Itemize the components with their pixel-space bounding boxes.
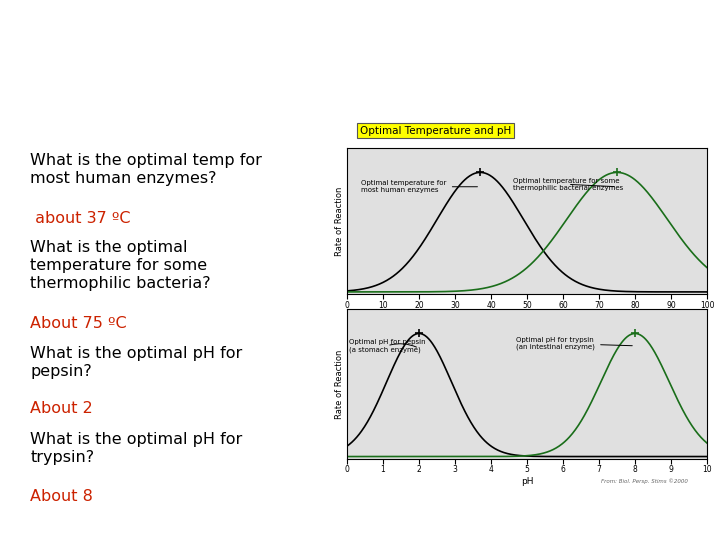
X-axis label: pH: pH bbox=[521, 477, 534, 486]
Text: What is the optimal temp for
most human enzymes?: What is the optimal temp for most human … bbox=[30, 153, 262, 186]
Text: about 37 ºC: about 37 ºC bbox=[30, 211, 131, 226]
Text: What is the optimal pH for
pepsin?: What is the optimal pH for pepsin? bbox=[30, 346, 243, 379]
Text: About 2: About 2 bbox=[30, 401, 93, 416]
Text: Optimal pH for trypsin
(an intestinal enzyme): Optimal pH for trypsin (an intestinal en… bbox=[516, 336, 632, 350]
Y-axis label: Rate of Reaction: Rate of Reaction bbox=[336, 187, 344, 256]
Y-axis label: Rate of Reaction: Rate of Reaction bbox=[336, 349, 344, 418]
Text: Optimal pH for pepsin
(a stomach enzyme): Optimal pH for pepsin (a stomach enzyme) bbox=[348, 339, 426, 353]
Text: What is the optimal
temperature for some
thermophilic bacteria?: What is the optimal temperature for some… bbox=[30, 240, 211, 291]
Text: Optimal Temperature and pH: Optimal Temperature and pH bbox=[360, 126, 511, 136]
Text: About 75 ºC: About 75 ºC bbox=[30, 316, 127, 331]
Text: What is the optimal pH for
trypsin?: What is the optimal pH for trypsin? bbox=[30, 432, 243, 465]
Text: From: Biol. Persp. Stims ©2000: From: Biol. Persp. Stims ©2000 bbox=[600, 478, 688, 483]
Text: Optimal temperature for
most human enzymes: Optimal temperature for most human enzym… bbox=[361, 180, 477, 193]
Text: About 8: About 8 bbox=[30, 489, 93, 504]
Text: Optimal temperature for some
thermophilic bacterial enzymes: Optimal temperature for some thermophili… bbox=[513, 178, 623, 191]
X-axis label: Temperature (°C): Temperature (°C) bbox=[488, 312, 566, 321]
